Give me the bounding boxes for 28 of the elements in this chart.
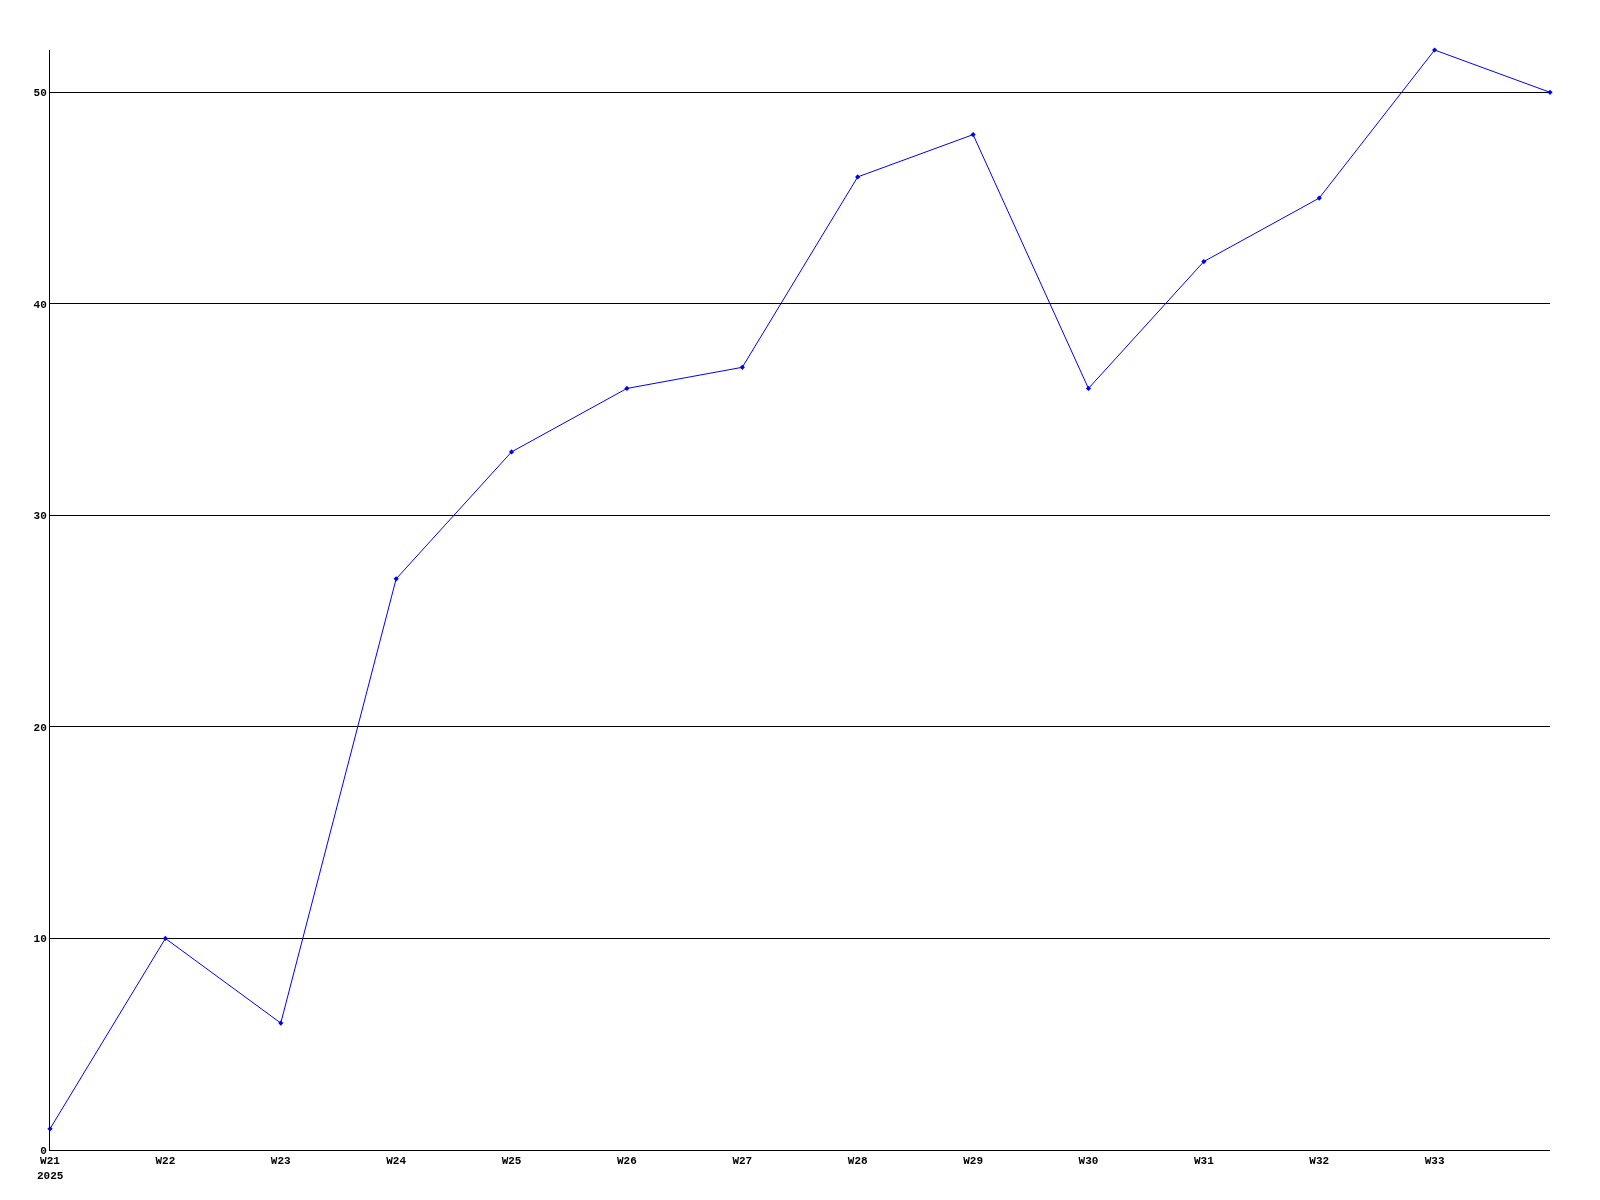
y-tick-label: 30 [33,510,47,523]
y-tick-label: 40 [33,298,47,311]
x-tick-label: W31 [1193,1155,1215,1168]
y-tick-label: 0 [40,1144,47,1157]
x-tick-label: W24 [386,1155,407,1168]
text: 2025 [37,1170,64,1182]
x-tick-label: W28 [847,1155,868,1168]
point [855,174,861,180]
x-tick-label: W32 [1309,1155,1330,1168]
point [624,385,630,392]
point [970,132,976,138]
x-tick-label: W21 [40,1155,61,1168]
point [1201,258,1207,265]
x-tick-label: W25 [501,1155,522,1168]
y-tick-label: 20 [33,721,47,734]
x-tick-label: W33 [1424,1155,1445,1168]
x-tick-label: W23 [270,1155,292,1168]
x-tick-label: W29 [963,1155,983,1168]
x-tick-label: W22 [155,1155,176,1168]
x-tick-label: W27 [732,1155,753,1168]
point [739,364,745,370]
y-tick-label: 10 [33,933,47,946]
point [1085,385,1092,392]
x-tick-label: W26 [617,1155,637,1168]
point [508,449,515,455]
point [162,935,168,942]
y-tick-label: 50 [33,87,47,100]
x-tick-label: W30 [1078,1155,1099,1168]
